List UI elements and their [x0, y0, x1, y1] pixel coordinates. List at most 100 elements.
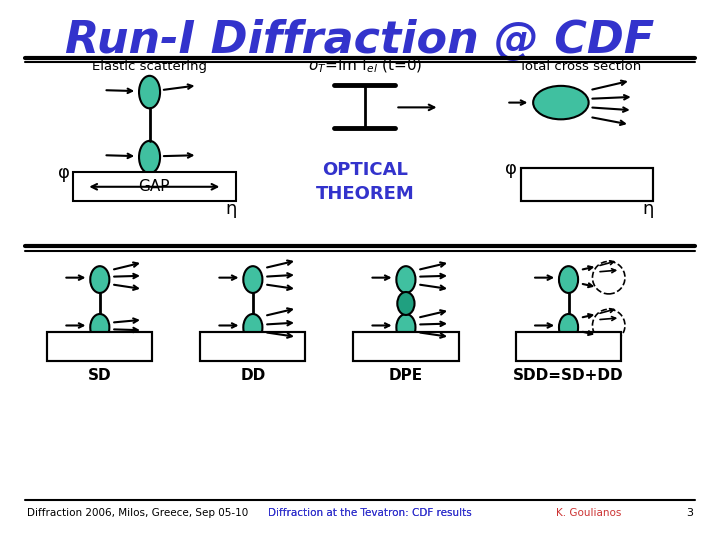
Bar — [521, 167, 653, 201]
Bar — [541, 332, 547, 338]
Bar — [200, 354, 208, 361]
Bar — [282, 339, 289, 347]
Bar — [200, 332, 305, 361]
Bar — [266, 339, 274, 347]
Bar — [528, 332, 535, 338]
Bar — [590, 332, 596, 338]
Bar — [274, 332, 282, 339]
Bar — [400, 347, 413, 361]
Ellipse shape — [139, 76, 160, 109]
Bar — [528, 355, 535, 361]
Bar — [436, 332, 447, 347]
Bar — [602, 332, 608, 338]
Ellipse shape — [90, 266, 109, 293]
Bar — [596, 338, 602, 343]
Bar — [590, 355, 596, 361]
Text: Diffraction at the Tevatron: CDF results: Diffraction at the Tevatron: CDF results — [268, 508, 472, 518]
Bar — [596, 349, 602, 355]
Text: η: η — [225, 200, 237, 218]
Bar — [354, 332, 459, 361]
Bar — [297, 354, 305, 361]
Bar — [638, 184, 653, 201]
Bar — [424, 347, 436, 361]
Bar — [541, 343, 547, 349]
Bar — [289, 332, 297, 339]
Ellipse shape — [559, 266, 578, 293]
Text: DD: DD — [240, 368, 266, 383]
Text: φ: φ — [505, 160, 517, 178]
Text: η: η — [642, 200, 654, 218]
Bar — [516, 332, 621, 361]
Bar — [106, 332, 117, 347]
Bar — [615, 355, 621, 361]
Ellipse shape — [533, 86, 589, 119]
Text: K. Goulianos: K. Goulianos — [556, 508, 621, 518]
Bar — [216, 354, 224, 361]
Bar — [615, 343, 621, 349]
Bar — [216, 339, 224, 347]
Bar — [447, 347, 459, 361]
Text: Diffraction at the Tevatron: CDF results: Diffraction at the Tevatron: CDF results — [268, 508, 472, 518]
Bar — [208, 347, 216, 354]
Bar — [274, 347, 282, 354]
Bar — [516, 332, 522, 338]
Bar — [624, 167, 638, 184]
Bar — [208, 332, 216, 339]
Bar — [354, 332, 459, 361]
Ellipse shape — [396, 266, 415, 293]
Bar — [233, 339, 240, 347]
Bar — [536, 167, 550, 184]
Bar — [233, 354, 240, 361]
Text: SDD=SD+DD: SDD=SD+DD — [513, 368, 624, 383]
Bar — [541, 355, 547, 361]
Text: Run-I Diffraction @ CDF: Run-I Diffraction @ CDF — [66, 19, 654, 62]
Bar — [117, 347, 130, 361]
Bar — [521, 184, 536, 201]
Ellipse shape — [243, 266, 262, 293]
Text: Elastic scattering: Elastic scattering — [92, 60, 207, 73]
Bar — [522, 349, 528, 355]
Bar — [535, 349, 541, 355]
Bar — [73, 172, 235, 201]
Text: DPE: DPE — [389, 368, 423, 383]
Text: $\sigma_T$=Im f$_{el}$ (t=0): $\sigma_T$=Im f$_{el}$ (t=0) — [307, 57, 422, 76]
Bar — [608, 349, 615, 355]
Bar — [48, 332, 153, 361]
Bar — [608, 338, 615, 343]
Text: OPTICAL
THEOREM: OPTICAL THEOREM — [315, 161, 414, 203]
Bar — [200, 332, 305, 361]
Bar — [224, 347, 233, 354]
Bar — [594, 167, 608, 184]
Bar — [516, 332, 621, 361]
Bar — [224, 332, 233, 339]
Ellipse shape — [90, 314, 109, 341]
Ellipse shape — [243, 314, 262, 341]
Ellipse shape — [396, 314, 415, 341]
Bar — [266, 354, 274, 361]
Bar — [282, 354, 289, 361]
Text: SD: SD — [88, 368, 112, 383]
Bar — [200, 339, 208, 347]
Bar — [550, 184, 564, 201]
Bar — [130, 332, 141, 347]
Bar — [602, 343, 608, 349]
Text: 3: 3 — [686, 508, 693, 518]
Bar — [564, 167, 580, 184]
Text: GAP: GAP — [138, 179, 170, 194]
Bar — [516, 343, 522, 349]
Bar — [602, 355, 608, 361]
Bar — [535, 338, 541, 343]
Ellipse shape — [397, 292, 415, 315]
Bar — [94, 347, 106, 361]
Bar — [289, 347, 297, 354]
Bar — [516, 355, 522, 361]
Bar — [580, 184, 594, 201]
Bar — [141, 347, 153, 361]
Ellipse shape — [559, 314, 578, 341]
Bar — [48, 332, 153, 361]
Bar — [521, 167, 653, 201]
Bar — [522, 338, 528, 343]
Text: φ: φ — [58, 164, 69, 183]
Bar — [590, 343, 596, 349]
Text: Diffraction 2006, Milos, Greece, Sep 05-10: Diffraction 2006, Milos, Greece, Sep 05-… — [27, 508, 248, 518]
